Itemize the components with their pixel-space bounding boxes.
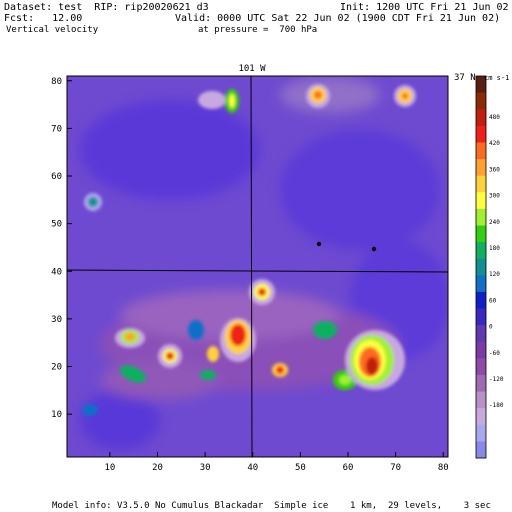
colorbar-swatch (476, 242, 486, 260)
colorbar-swatch (476, 291, 486, 310)
colorbar-swatch (476, 275, 486, 293)
colorbar-label: -120 (489, 376, 504, 383)
meridian-label: 101 W (238, 64, 266, 74)
colorbar-swatch (476, 391, 486, 409)
field-name: Vertical velocity (6, 25, 99, 35)
colorbar-swatch (476, 76, 486, 94)
colorbar-units: cm s-1 (484, 74, 509, 82)
dataset-line: Dataset: test RIP: rip20020621 d3 (4, 2, 209, 13)
y-tick-label: 30 (51, 315, 62, 325)
forecast-line: Fcst: 12.00 (4, 13, 83, 24)
colorbar-swatch (476, 308, 486, 326)
colorbar-label: -60 (489, 350, 500, 357)
colorbar-swatch (476, 142, 486, 160)
colorbar-swatch (476, 109, 486, 127)
colorbar-swatch (476, 441, 486, 459)
contour-field (67, 76, 448, 457)
y-tick-label: 20 (51, 363, 62, 373)
y-tick-label: 80 (51, 77, 62, 87)
colorbar-swatch (476, 258, 486, 276)
y-tick-label: 60 (51, 172, 62, 182)
colorbar-swatch (476, 208, 486, 226)
valid-line: Valid: 0000 UTC Sat 22 Jun 02 (1900 CDT … (175, 13, 501, 24)
y-tick-label: 50 (51, 220, 62, 230)
parallel-line (66, 269, 449, 273)
x-tick-label: 60 (343, 463, 354, 473)
model-info: Model info: V3.5.0 No Cumulus Blackadar … (52, 501, 491, 511)
colorbar-swatch (476, 175, 486, 193)
colorbar-swatch (476, 325, 486, 343)
y-tick-label: 10 (51, 410, 62, 420)
colorbar-swatch (476, 408, 486, 426)
colorbar-swatch (476, 225, 486, 243)
colorbar-swatch (476, 424, 486, 442)
colorbar-label: 0 (489, 324, 493, 331)
station-marker (316, 241, 322, 247)
colorbar-label: 420 (489, 140, 500, 147)
colorbar-label: -180 (489, 402, 504, 409)
colorbar-label: 240 (489, 219, 500, 226)
x-tick-label: 30 (200, 463, 211, 473)
station-marker (371, 246, 377, 252)
colorbar-swatch (476, 192, 486, 210)
colorbar-label: 60 (489, 297, 497, 304)
x-axis-ticks: 10 20 30 40 50 60 70 80 (104, 452, 449, 473)
x-tick-label: 20 (152, 463, 163, 473)
init-line: Init: 1200 UTC Fri 21 Jun 02 (340, 2, 509, 13)
colorbar-swatch (476, 125, 486, 143)
level-text: at pressure = 700 hPa (198, 25, 318, 35)
plot-frame (66, 75, 449, 458)
y-tick-label: 40 (51, 267, 62, 277)
colorbar-label: 120 (489, 271, 500, 278)
x-tick-label: 40 (247, 463, 258, 473)
meridian-line (250, 75, 253, 458)
y-axis-ticks: 10 20 30 40 50 60 70 80 (51, 77, 72, 420)
colorbar-labels: 480 420 360 300 240 180 120 60 0 -60 -120 -180 (489, 114, 504, 409)
colorbar-label: 300 (489, 193, 500, 200)
x-tick-label: 10 (104, 463, 115, 473)
colorbar (475, 75, 487, 459)
colorbar-swatch (476, 374, 486, 393)
y-tick-label: 70 (51, 124, 62, 134)
colorbar-swatch (476, 92, 486, 110)
x-tick-label: 80 (438, 463, 449, 473)
colorbar-label: 480 (489, 114, 500, 121)
x-tick-label: 70 (390, 463, 401, 473)
colorbar-swatch (476, 159, 486, 177)
colorbar-swatch (476, 358, 486, 376)
colorbar-label: 180 (489, 245, 500, 252)
colorbar-label: 360 (489, 166, 500, 173)
colorbar-frame (475, 75, 487, 459)
colorbar-swatch (476, 341, 486, 359)
parallel-label: 37 N (454, 73, 476, 83)
x-tick-label: 50 (295, 463, 306, 473)
